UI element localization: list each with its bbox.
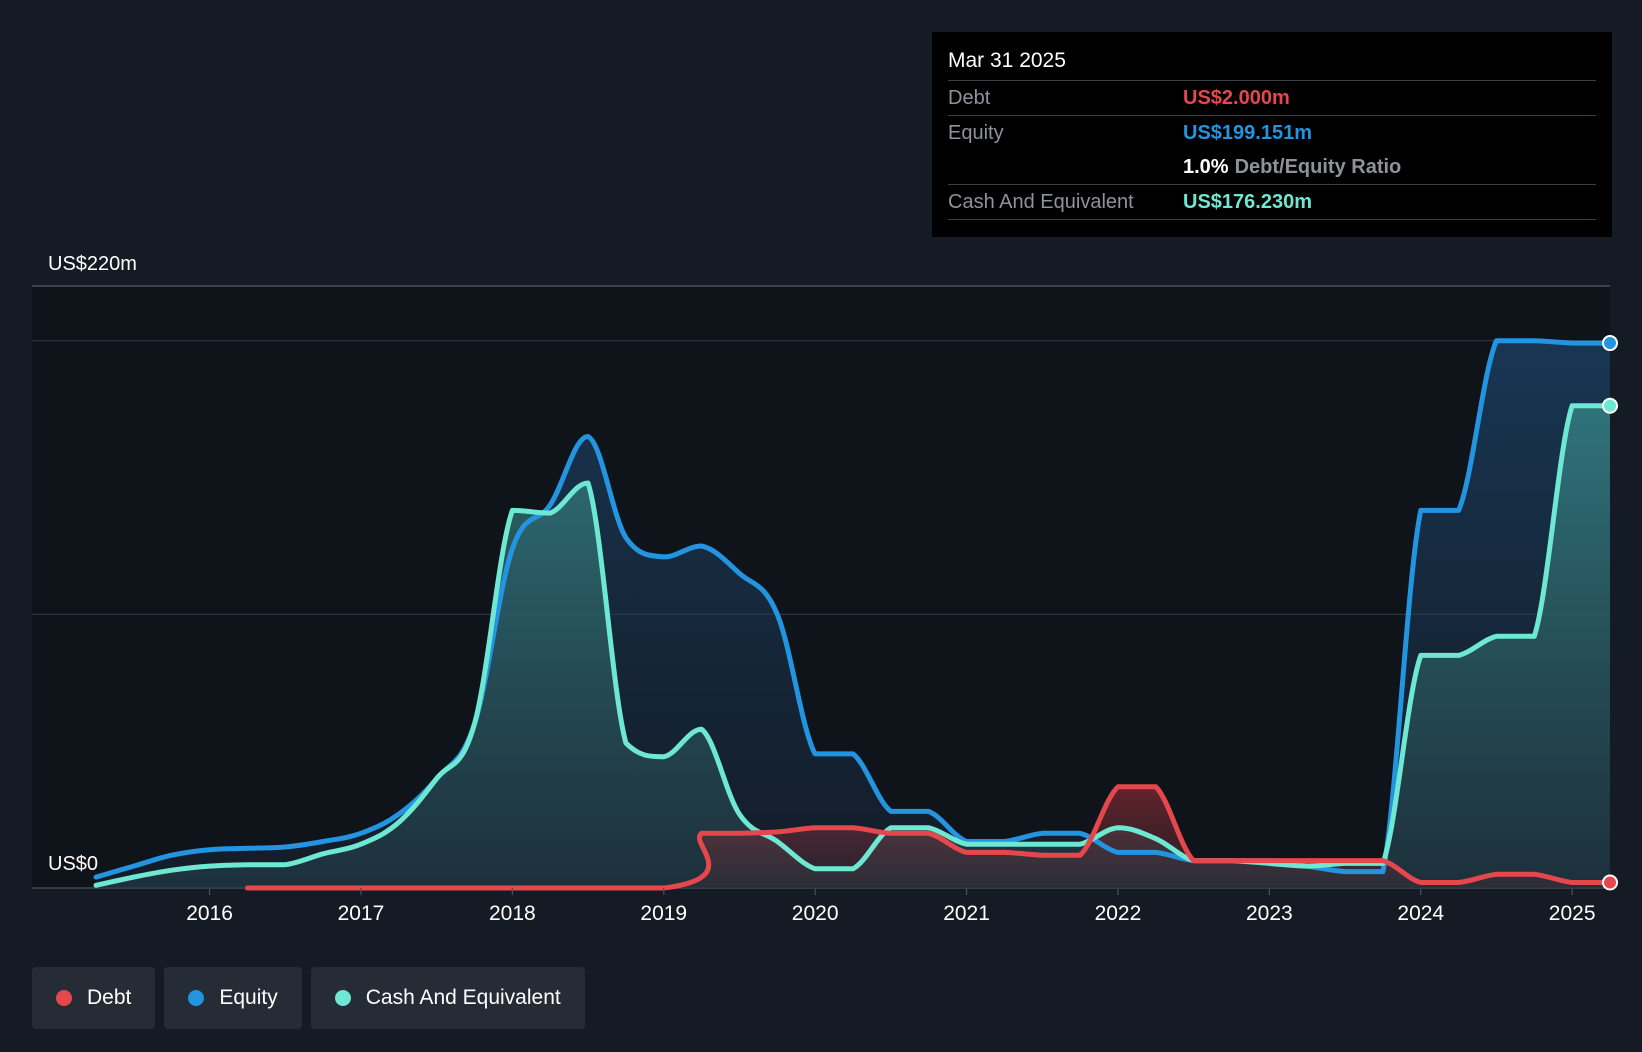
tooltip-equity-value: US$199.151m	[1183, 121, 1312, 144]
tooltip-debt-row: Debt US$2.000m	[948, 80, 1596, 115]
x-tick-label: 2020	[792, 902, 839, 925]
tooltip-ratio-value: 1.0%	[1183, 155, 1229, 178]
tooltip-equity-row: Equity US$199.151m	[948, 115, 1596, 150]
x-tick-label: 2018	[489, 902, 536, 925]
cash-line	[93, 403, 1613, 888]
tooltip-equity-label: Equity	[948, 121, 1004, 144]
tooltip-ratio-row: 1.0% Debt/Equity Ratio	[948, 150, 1596, 184]
x-tick-label: 2025	[1549, 902, 1596, 925]
tooltip-debt-value: US$2.000m	[1183, 86, 1290, 109]
legend-item-equity[interactable]: Equity	[164, 967, 302, 1029]
cash-dot-icon	[334, 990, 351, 1006]
equity-dot-icon	[188, 990, 205, 1006]
tooltip-cash-row: Cash And Equivalent US$176.230m	[948, 184, 1596, 220]
equity-endpoint	[1602, 335, 1618, 352]
tooltip-panel: Mar 31 2025 Debt US$2.000m Equity US$199…	[932, 32, 1612, 237]
tooltip-cash-label: Cash And Equivalent	[948, 190, 1134, 213]
x-tick-label: 2021	[943, 902, 990, 925]
x-tick-label: 2017	[338, 902, 385, 925]
legend-cash-label: Cash And Equivalent	[365, 986, 561, 1009]
x-tick-label: 2019	[640, 902, 687, 925]
debt-endpoint	[1602, 874, 1618, 891]
legend: Debt Equity Cash And Equivalent	[32, 967, 585, 1029]
x-tick-label: 2016	[186, 902, 233, 925]
tooltip-cash-value: US$176.230m	[1183, 190, 1312, 213]
debt-line	[244, 784, 1613, 891]
cash-area	[96, 405, 1610, 888]
legend-item-cash[interactable]: Cash And Equivalent	[310, 967, 585, 1029]
x-tick-label: 2023	[1246, 902, 1293, 925]
x-tick-label: 2022	[1095, 902, 1142, 925]
debt-dot-icon	[56, 990, 72, 1006]
tooltip-debt-label: Debt	[948, 86, 991, 109]
equity-line	[93, 338, 1613, 880]
y-axis-bottom-label: US$0	[48, 853, 98, 875]
cash-endpoint	[1602, 397, 1618, 414]
legend-debt-label: Debt	[87, 986, 132, 1009]
tooltip-date: Mar 31 2025	[948, 49, 1066, 72]
legend-item-debt[interactable]: Debt	[32, 967, 156, 1029]
tooltip-ratio-label: Debt/Equity Ratio	[1234, 155, 1402, 178]
legend-equity-label: Equity	[219, 986, 278, 1009]
x-tick-label: 2024	[1397, 902, 1444, 925]
y-axis-top-label: US$220m	[48, 253, 137, 275]
